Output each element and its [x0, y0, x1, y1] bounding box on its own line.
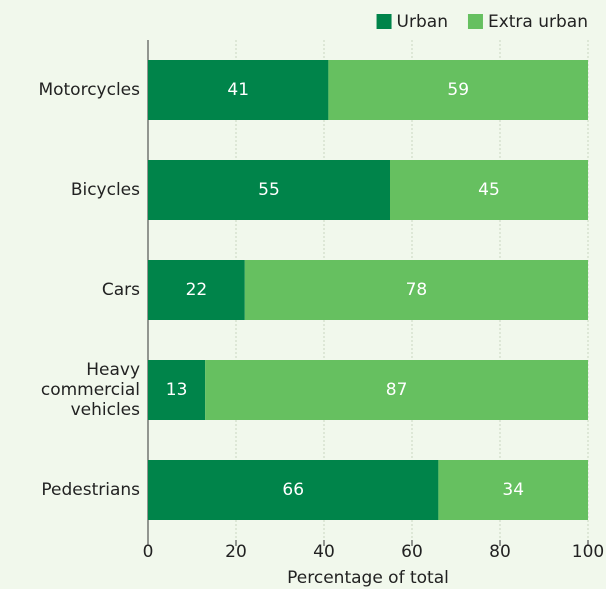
x-tick-label: 40	[313, 542, 335, 562]
data-label: 22	[186, 280, 208, 300]
bar	[148, 360, 206, 420]
bar	[148, 160, 390, 220]
x-tick-label: 0	[143, 542, 154, 562]
y-tick-label: Heavy commercial vehicles	[41, 360, 140, 420]
bar	[438, 460, 588, 520]
bar	[328, 60, 588, 120]
bar	[244, 260, 589, 320]
data-label: 87	[386, 380, 408, 400]
legend-swatch	[467, 14, 483, 29]
legend-label: Urban	[397, 12, 448, 32]
bar	[390, 160, 588, 220]
x-tick-label: 80	[489, 542, 511, 562]
data-label: 34	[502, 480, 524, 500]
x-tick-label: 60	[401, 542, 423, 562]
bar	[205, 360, 588, 420]
bar	[148, 60, 329, 120]
bar	[148, 460, 439, 520]
data-label: 13	[166, 380, 188, 400]
legend-swatch	[376, 14, 392, 29]
x-tick-label: 20	[225, 542, 247, 562]
data-label: 78	[406, 280, 428, 300]
y-tick-label: Motorcycles	[38, 80, 140, 100]
y-tick-label: Cars	[102, 280, 140, 300]
y-tick-label: Bicycles	[71, 180, 140, 200]
data-label: 41	[227, 80, 249, 100]
data-label: 55	[258, 180, 280, 200]
x-axis-title: Percentage of total	[287, 568, 449, 588]
data-label: 59	[447, 80, 469, 100]
x-tick-label: 100	[572, 542, 604, 562]
data-label: 45	[478, 180, 500, 200]
legend-label: Extra urban	[488, 12, 588, 32]
data-label: 66	[282, 480, 304, 500]
bar	[148, 260, 245, 320]
y-tick-label: Pedestrians	[41, 480, 140, 500]
